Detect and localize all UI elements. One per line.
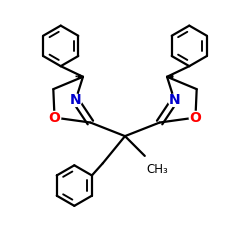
Text: O: O xyxy=(48,110,60,124)
Circle shape xyxy=(168,94,180,106)
Text: CH₃: CH₃ xyxy=(146,163,168,176)
Circle shape xyxy=(48,112,61,124)
Text: O: O xyxy=(190,110,202,124)
Circle shape xyxy=(70,94,82,106)
Text: N: N xyxy=(169,93,180,107)
Text: N: N xyxy=(70,93,81,107)
Circle shape xyxy=(189,112,202,124)
